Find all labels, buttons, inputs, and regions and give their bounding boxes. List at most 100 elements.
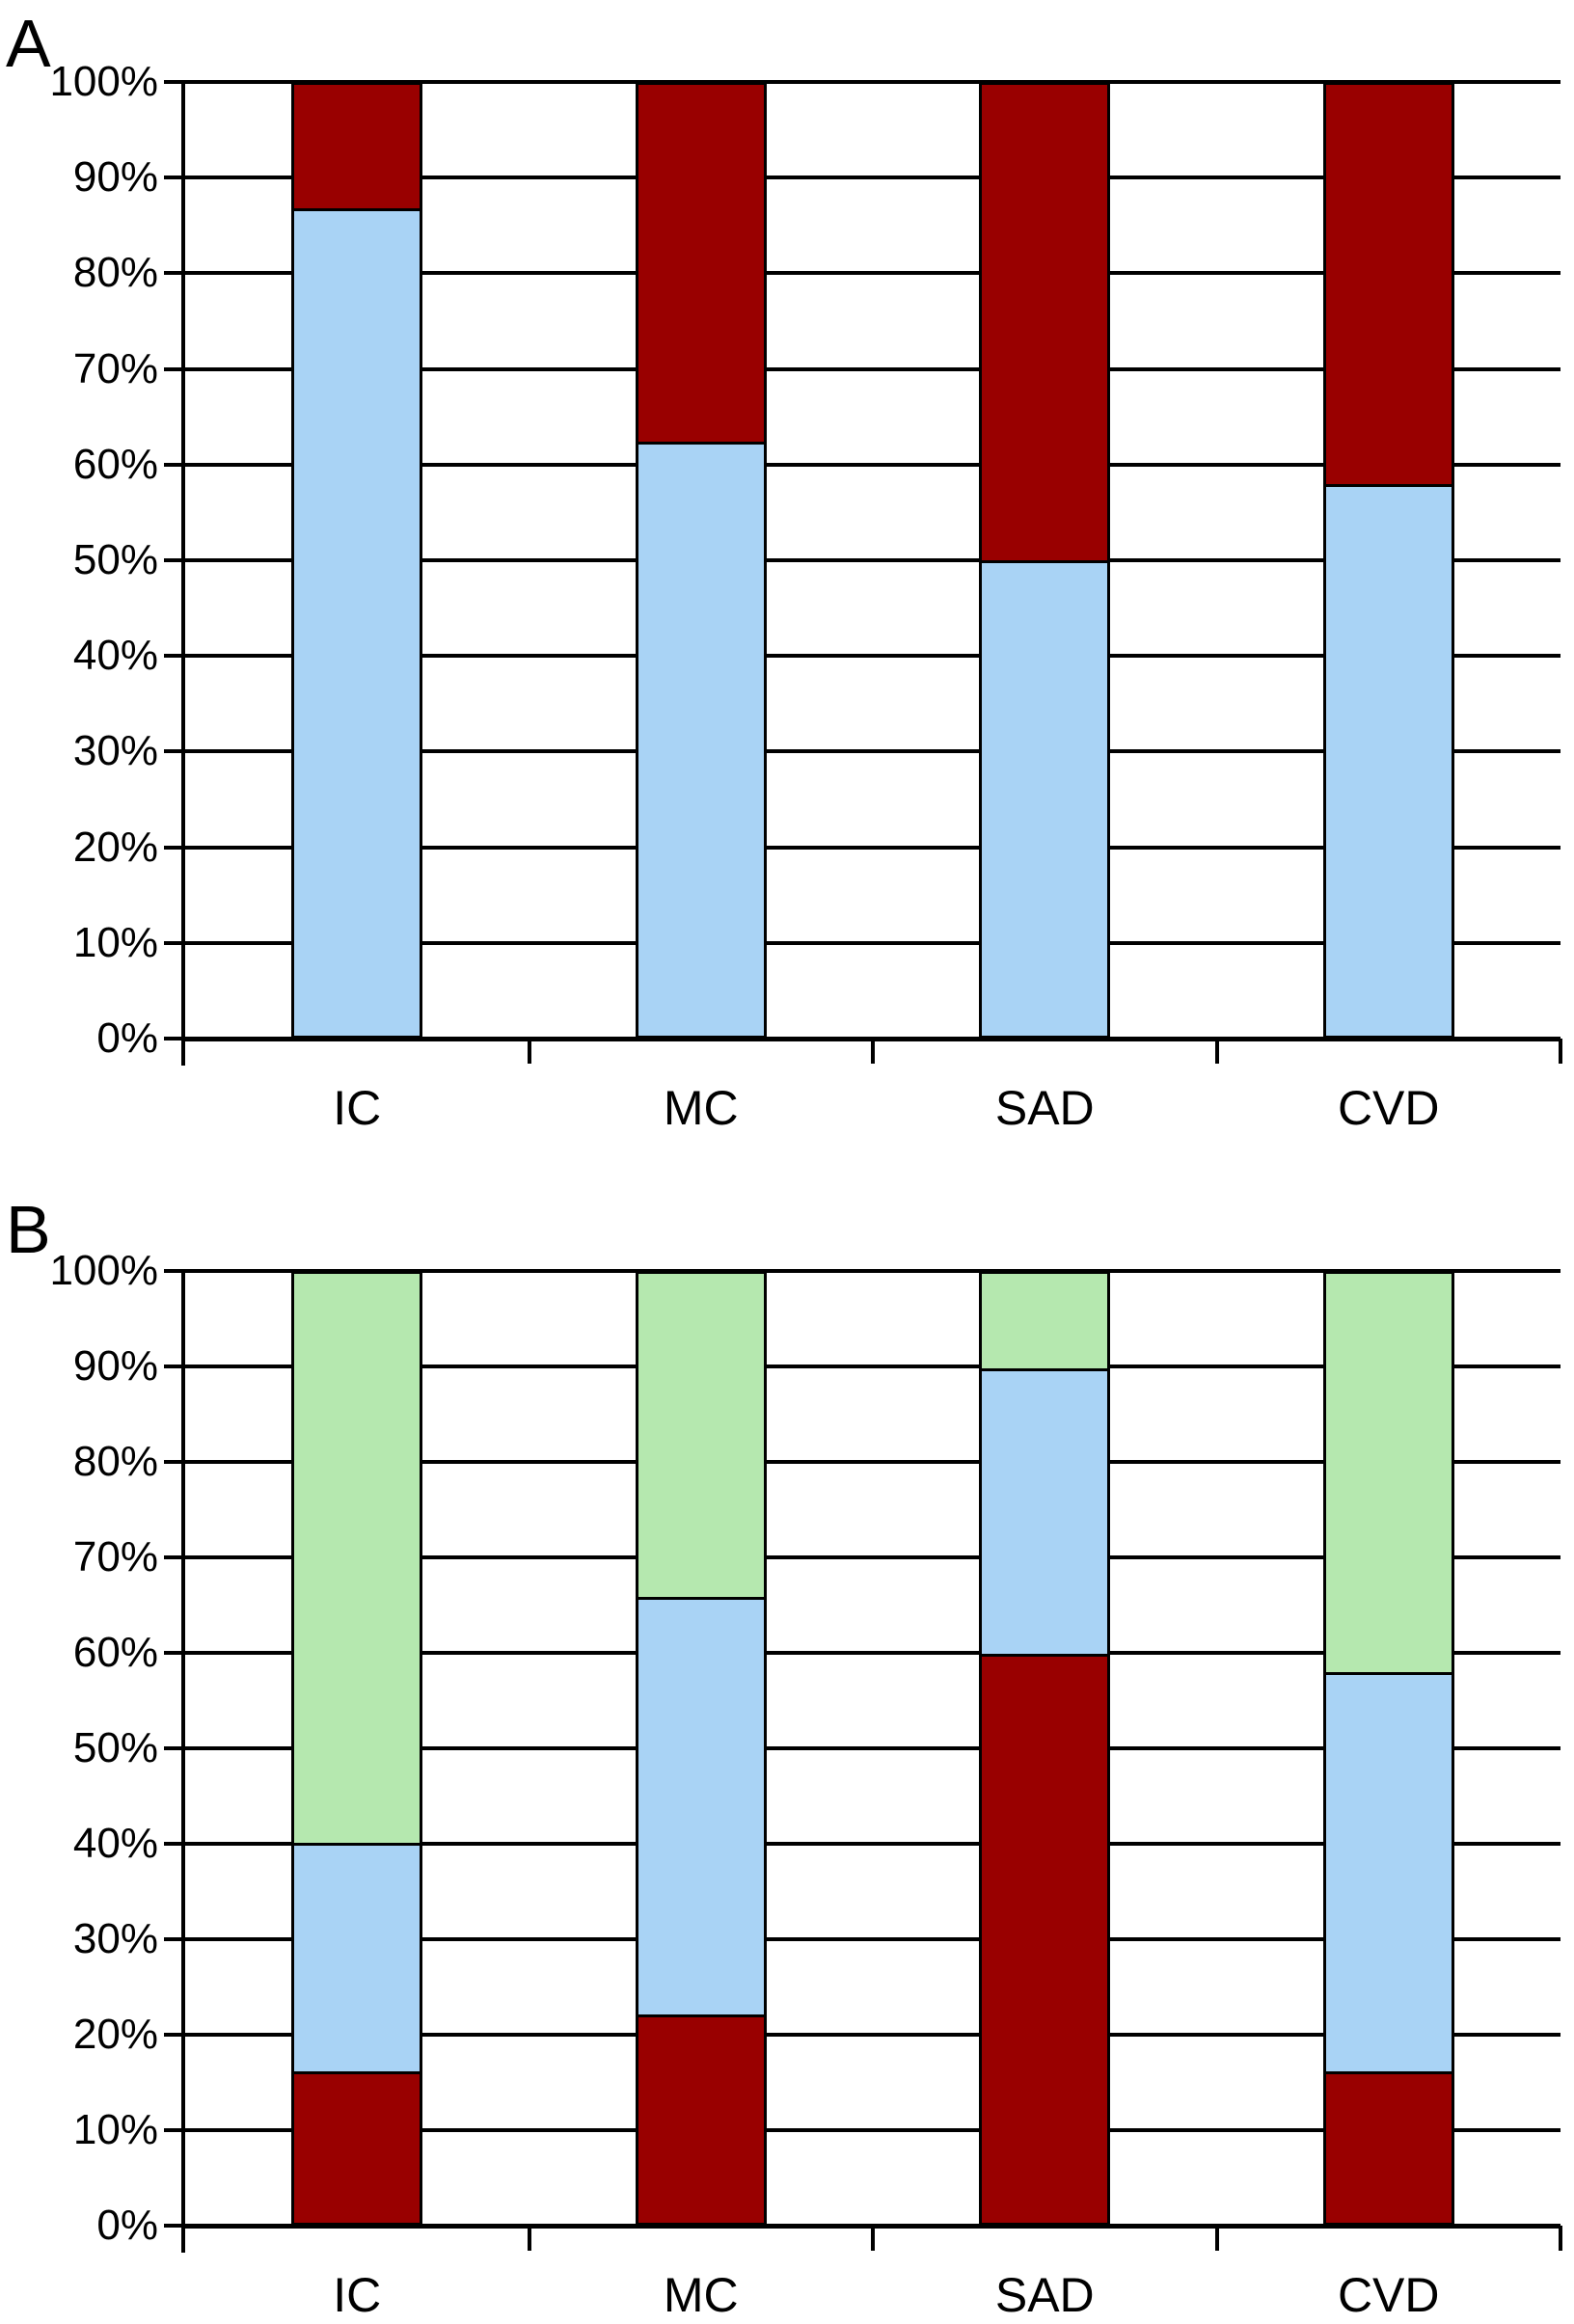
y-axis-tick (164, 1460, 185, 1464)
x-axis-tick (1559, 1039, 1562, 1064)
category-label-mc: MC (663, 1081, 739, 1135)
stacked-bar-sad (979, 82, 1111, 1039)
category-label-ic: IC (333, 1081, 382, 1135)
y-tick-label: 20% (72, 2011, 158, 2058)
y-gridline (185, 845, 1560, 850)
y-gridline (185, 1269, 1560, 1273)
y-tick-label: 30% (72, 1915, 158, 1962)
y-axis-tick (164, 80, 185, 84)
category-label-cvd: CVD (1337, 2268, 1440, 2322)
y-tick-label: 60% (72, 440, 158, 488)
y-tick-label: 50% (72, 1724, 158, 1771)
y-axis-tick (164, 558, 185, 562)
y-axis-tick (164, 2128, 185, 2132)
stacked-bar-mc (635, 82, 767, 1039)
panel-b: B 0% 10% 20% 30% 40% 50% 60% 70% 80% 90% 100% IC MC S… (0, 1196, 1574, 2324)
x-axis-tick (1214, 1039, 1219, 1064)
panel-b-plot-area: 0% 10% 20% 30% 40% 50% 60% 70% 80% 90% 100% IC MC SAD… (49, 1247, 1562, 2322)
panel-a-label: A (6, 6, 51, 81)
y-axis-tick (164, 2224, 185, 2228)
y-tick-label: 80% (72, 1438, 158, 1485)
y-gridline (185, 1460, 1560, 1464)
y-tick-label: 90% (72, 1342, 158, 1390)
light-green-segment (982, 1274, 1108, 1369)
stacked-bar-ic (291, 82, 423, 1039)
y-tick-label: 100% (49, 1247, 158, 1294)
y-tick-label: 40% (72, 632, 158, 680)
light-green-segment (294, 1274, 421, 1844)
light-blue-segment (1325, 484, 1452, 1036)
category-label-sad: SAD (994, 1081, 1095, 1135)
y-gridline (185, 1365, 1560, 1368)
y-gridline (185, 80, 1560, 84)
y-gridline (185, 366, 1560, 371)
y-tick-label: 0% (96, 1014, 158, 1062)
y-axis-tick (164, 271, 185, 276)
y-gridline (185, 462, 1560, 467)
panel-a: A 0% 10% 20% 30% 40% 50% 60% 70% 80% 90% 100% IC MC S… (0, 10, 1574, 1157)
y-axis-tick (164, 1269, 185, 1273)
y-tick-label: 70% (72, 344, 158, 392)
light-blue-segment (294, 1843, 421, 2071)
y-gridline (185, 1555, 1560, 1559)
stacked-bar-cvd (1322, 82, 1454, 1039)
dark-red-segment (1325, 85, 1452, 485)
light-blue-segment (294, 208, 421, 1036)
y-axis-tick (164, 1937, 185, 1941)
y-tick-label: 50% (72, 536, 158, 583)
y-axis-tick (164, 845, 185, 850)
y-gridline (185, 749, 1560, 754)
y-tick-label: 20% (72, 823, 158, 871)
y-gridline (185, 2033, 1560, 2037)
y-tick-label: 80% (72, 249, 158, 297)
category-label-mc: MC (663, 2268, 739, 2322)
dark-red-segment (294, 2070, 421, 2223)
y-gridline (185, 271, 1560, 276)
y-axis-tick (164, 462, 185, 467)
y-axis-tick (164, 176, 185, 180)
x-axis-tick (527, 2226, 531, 2251)
y-tick-label: 60% (72, 1629, 158, 1676)
category-label-ic: IC (333, 2268, 382, 2322)
panel-b-label: B (6, 1192, 51, 1267)
stacked-bar-cvd (1322, 1271, 1454, 2226)
y-gridline (185, 2128, 1560, 2132)
y-axis-tick (164, 2033, 185, 2037)
category-label-cvd: CVD (1337, 1081, 1440, 1135)
y-axis-tick (164, 1037, 185, 1040)
y-gridline (185, 1746, 1560, 1750)
y-tick-label: 30% (72, 727, 158, 775)
dark-red-segment (638, 2013, 764, 2223)
y-gridline (185, 176, 1560, 180)
dark-red-segment (982, 1653, 1108, 2223)
dark-red-segment (1325, 2070, 1452, 2223)
stacked-bar-sad (979, 1271, 1111, 2226)
y-axis-tick (164, 1842, 185, 1846)
y-tick-label: 40% (72, 1820, 158, 1867)
y-tick-label: 10% (72, 918, 158, 966)
x-axis-tick (871, 2226, 875, 2251)
y-tick-label: 0% (96, 2202, 158, 2249)
light-green-segment (638, 1274, 764, 1597)
y-axis-tick (164, 654, 185, 659)
y-gridline (185, 1842, 1560, 1846)
x-axis-tick (1559, 2226, 1562, 2251)
y-axis-tick (164, 366, 185, 371)
dark-red-segment (294, 85, 421, 209)
light-blue-segment (982, 1368, 1108, 1654)
x-axis-tick (527, 1039, 531, 1064)
y-tick-label: 10% (72, 2106, 158, 2153)
light-blue-segment (982, 560, 1108, 1036)
y-gridline (185, 1651, 1560, 1655)
y-axis-tick (164, 1365, 185, 1368)
x-axis-tick (1214, 2226, 1219, 2251)
y-gridline (185, 1937, 1560, 1941)
y-axis-tick (164, 1651, 185, 1655)
dark-red-segment (638, 85, 764, 442)
dark-red-segment (982, 85, 1108, 560)
y-axis-line (181, 1271, 185, 2253)
light-green-segment (1325, 1274, 1452, 1673)
y-tick-label: 70% (72, 1533, 158, 1581)
light-blue-segment (1325, 1672, 1452, 2071)
